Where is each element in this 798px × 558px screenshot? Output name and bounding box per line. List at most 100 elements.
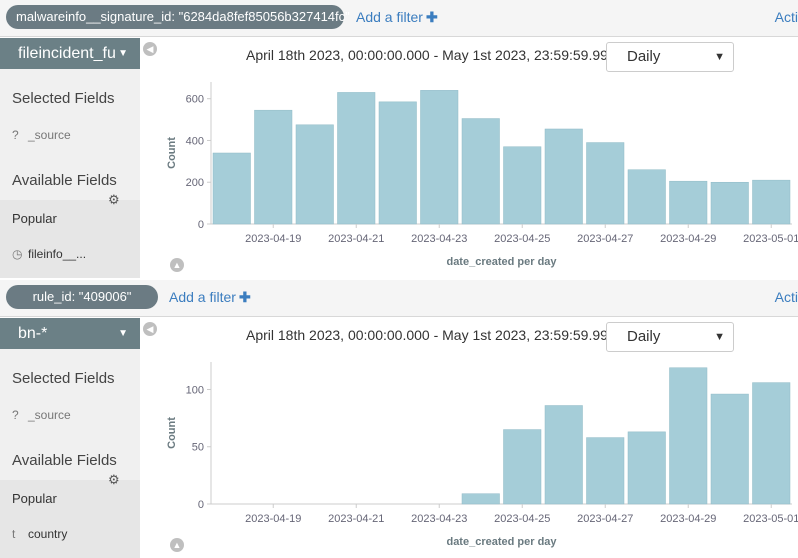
time-range-label: April 18th 2023, 00:00:00.000 - May 1st … — [246, 47, 634, 63]
histogram-bar[interactable] — [752, 382, 791, 505]
y-axis-title: Count — [166, 137, 178, 169]
histogram-bar[interactable] — [254, 109, 293, 225]
popular-fields-section: Popular ◷ fileinfo__... — [0, 200, 140, 278]
x-tick-label: 2023-04-29 — [660, 233, 716, 245]
y-tick-label: 0 — [198, 219, 204, 231]
field-popular[interactable]: t country — [12, 527, 67, 541]
chevron-down-icon[interactable]: ▼ — [714, 51, 725, 63]
y-axis-title: Count — [166, 417, 178, 449]
histogram-bar[interactable] — [461, 493, 500, 505]
x-tick-label: 2023-04-19 — [245, 513, 301, 525]
field-source[interactable]: ? _source — [12, 128, 71, 142]
caret-down-icon[interactable]: ▼ — [118, 48, 128, 59]
gear-icon[interactable]: ⚙ — [108, 472, 120, 487]
x-tick-label: 2023-04-25 — [494, 513, 550, 525]
add-filter-label[interactable]: Add a filter — [169, 289, 236, 305]
field-sidebar: fileincident_fu ▼ Selected Fields ? _sourc… — [0, 38, 140, 278]
x-tick-label: 2023-04-25 — [494, 233, 550, 245]
interval-select[interactable]: Daily ▼ — [606, 42, 734, 72]
histogram-bar[interactable] — [586, 142, 625, 225]
x-tick-label: 2023-04-29 — [660, 513, 716, 525]
time-range-label: April 18th 2023, 00:00:00.000 - May 1st … — [246, 327, 634, 343]
histogram-bar[interactable] — [378, 101, 417, 225]
field-source-label[interactable]: _source — [28, 128, 71, 142]
x-tick-label: 2023-05-01 — [743, 513, 798, 525]
filter-bar: rule_id: "409006" Add a filter ✚ Acti — [0, 280, 798, 317]
collapse-chart-icon[interactable]: ▲ — [170, 258, 184, 272]
popular-heading: Popular — [12, 491, 57, 506]
collapse-chart-icon[interactable]: ▲ — [170, 538, 184, 552]
histogram-bar[interactable] — [212, 152, 251, 225]
field-popular-label[interactable]: country — [28, 527, 68, 541]
add-filter-label[interactable]: Add a filter — [356, 9, 423, 25]
actions-link[interactable]: Acti — [774, 9, 798, 25]
filter-pill[interactable]: rule_id: "409006" — [6, 285, 158, 309]
histogram-bar[interactable] — [337, 92, 376, 225]
x-tick-label: 2023-04-27 — [577, 233, 633, 245]
field-sidebar: bn-* ▼ Selected Fields ? _source Available… — [0, 318, 140, 558]
plus-icon[interactable]: ✚ — [425, 9, 438, 25]
field-type-icon: ◷ — [12, 247, 23, 261]
x-tick-label: 2023-04-23 — [411, 513, 467, 525]
popular-heading: Popular — [12, 211, 57, 226]
add-filter-link[interactable]: Add a filter ✚ — [169, 289, 251, 305]
index-pattern-label[interactable]: fileincident_fu — [18, 45, 116, 62]
histogram-chart: 0 200 400 600 2023-04-19 2023-04-21 2023-04-23… — [166, 82, 798, 268]
field-popular[interactable]: ◷ fileinfo__... — [12, 247, 86, 261]
index-pattern-label[interactable]: bn-* — [18, 325, 48, 342]
plus-icon[interactable]: ✚ — [238, 289, 251, 305]
histogram-bar[interactable] — [295, 124, 334, 225]
y-tick-label: 200 — [186, 177, 204, 189]
histogram-bar[interactable] — [544, 128, 583, 225]
x-tick-label: 2023-05-01 — [743, 233, 798, 245]
histogram-bar[interactable] — [503, 146, 542, 225]
x-axis-title: date_created per day — [446, 256, 557, 268]
field-type-icon: ? — [12, 128, 19, 142]
histogram-bar[interactable] — [752, 179, 791, 225]
popular-fields-section: Popular t country — [0, 480, 140, 558]
histogram-bar[interactable] — [710, 393, 749, 505]
histogram-bar[interactable] — [669, 367, 708, 505]
histogram-bar[interactable] — [586, 437, 625, 505]
discover-panel-bottom: rule_id: "409006" Add a filter ✚ Acti bn-… — [0, 280, 798, 558]
index-pattern-selector[interactable]: fileincident_fu ▼ — [0, 38, 140, 69]
histogram-bar[interactable] — [669, 180, 708, 225]
interval-select[interactable]: Daily ▼ — [606, 322, 734, 352]
x-tick-label: 2023-04-23 — [411, 233, 467, 245]
available-fields-heading: Available Fields — [12, 172, 117, 189]
histogram-bar[interactable] — [627, 431, 666, 505]
y-tick-label: 100 — [186, 384, 204, 396]
collapse-sidebar-icon[interactable]: ◀ — [143, 42, 157, 56]
index-pattern-selector[interactable]: bn-* ▼ — [0, 318, 140, 349]
x-tick-label: 2023-04-21 — [328, 513, 384, 525]
histogram-bar[interactable] — [710, 181, 749, 225]
field-popular-label[interactable]: fileinfo__... — [28, 247, 87, 261]
caret-down-icon[interactable]: ▼ — [118, 328, 128, 339]
x-axis-title: date_created per day — [446, 536, 557, 548]
histogram-bar[interactable] — [503, 429, 542, 505]
collapse-sidebar-icon[interactable]: ◀ — [143, 322, 157, 336]
chevron-down-icon[interactable]: ▼ — [714, 331, 725, 343]
discover-panel-top: malwareinfo__signature_id: "6284da8fef85… — [0, 0, 798, 278]
interval-value[interactable]: Daily — [627, 328, 661, 345]
x-tick-label: 2023-04-19 — [245, 233, 301, 245]
available-fields-heading: Available Fields — [12, 452, 117, 469]
field-source-label[interactable]: _source — [28, 408, 71, 422]
gear-icon[interactable]: ⚙ — [108, 192, 120, 207]
x-tick-label: 2023-04-27 — [577, 513, 633, 525]
interval-value[interactable]: Daily — [627, 48, 661, 65]
field-type-icon: ? — [12, 408, 19, 422]
histogram-bar[interactable] — [627, 169, 666, 225]
add-filter-link[interactable]: Add a filter ✚ — [356, 9, 438, 25]
field-type-icon: t — [12, 527, 16, 541]
y-tick-label: 0 — [198, 499, 204, 511]
field-source[interactable]: ? _source — [12, 408, 71, 422]
selected-fields-heading: Selected Fields — [12, 90, 115, 107]
histogram-chart: 0 50 100 2023-04-19 2023-04-21 2023-04-23 2023… — [166, 362, 798, 548]
filter-pill[interactable]: malwareinfo__signature_id: "6284da8fef85… — [6, 5, 350, 29]
histogram-bar[interactable] — [544, 405, 583, 505]
histogram-bar[interactable] — [420, 90, 459, 225]
histogram-bar[interactable] — [461, 118, 500, 225]
actions-link[interactable]: Acti — [774, 289, 798, 305]
x-tick-label: 2023-04-21 — [328, 233, 384, 245]
